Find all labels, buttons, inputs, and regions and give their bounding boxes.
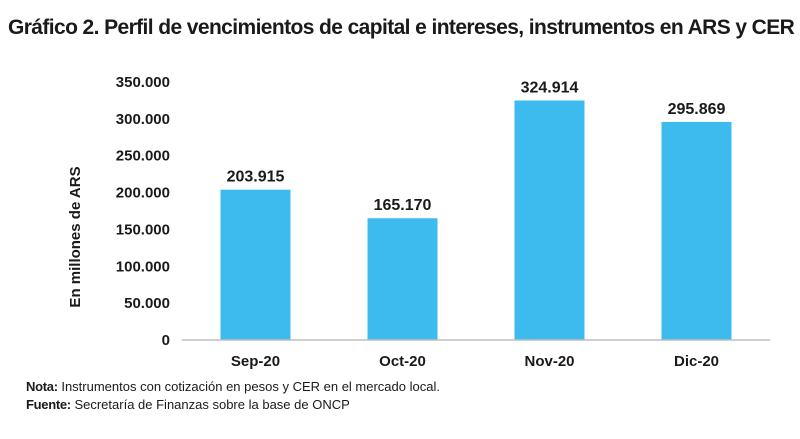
x-tick-label: Dic-20 — [674, 353, 719, 370]
x-tick-label: Nov-20 — [524, 353, 574, 370]
y-tick-label: 300.000 — [116, 111, 170, 128]
y-axis-title: En millones de ARS — [67, 166, 84, 307]
source-label: Fuente: — [26, 397, 71, 412]
bars: 203.915 165.170 324.914 295.869 — [220, 79, 732, 340]
y-tick-label: 50.000 — [124, 295, 170, 312]
note-label: Nota: — [26, 379, 58, 394]
bar-nov-20 — [514, 100, 585, 340]
data-label: 295.869 — [668, 101, 726, 118]
x-tick-label: Oct-20 — [379, 353, 426, 370]
x-axis: Sep-20 Oct-20 Nov-20 Dic-20 — [231, 353, 719, 370]
data-label: 324.914 — [521, 79, 579, 96]
source-line: Fuente: Secretaría de Finanzas sobre la … — [26, 396, 440, 414]
y-tick-label: 350.000 — [116, 74, 170, 91]
data-label: 203.915 — [227, 169, 285, 186]
data-label: 165.170 — [374, 197, 432, 214]
y-tick-label: 250.000 — [116, 148, 170, 165]
notes: Nota: Instrumentos con cotización en pes… — [26, 378, 440, 414]
y-tick-label: 100.000 — [116, 258, 170, 275]
y-tick-label: 200.000 — [116, 185, 170, 202]
bar-oct-20 — [367, 218, 438, 340]
bar-dic-20 — [661, 121, 732, 340]
chart-title: Gráfico 2. Perfil de vencimientos de cap… — [8, 16, 795, 39]
note-line: Nota: Instrumentos con cotización en pes… — [26, 378, 440, 396]
y-tick-label: 0 — [162, 332, 170, 349]
source-text: Secretaría de Finanzas sobre la base de … — [70, 397, 350, 412]
y-tick-label: 150.000 — [116, 221, 170, 238]
bar-sep-20 — [220, 189, 291, 340]
x-tick-label: Sep-20 — [231, 353, 280, 370]
y-axis: 0 50.000 100.000 150.000 200.000 250.000 300.0… — [116, 74, 170, 349]
note-text: Instrumentos con cotización en pesos y C… — [57, 379, 440, 394]
